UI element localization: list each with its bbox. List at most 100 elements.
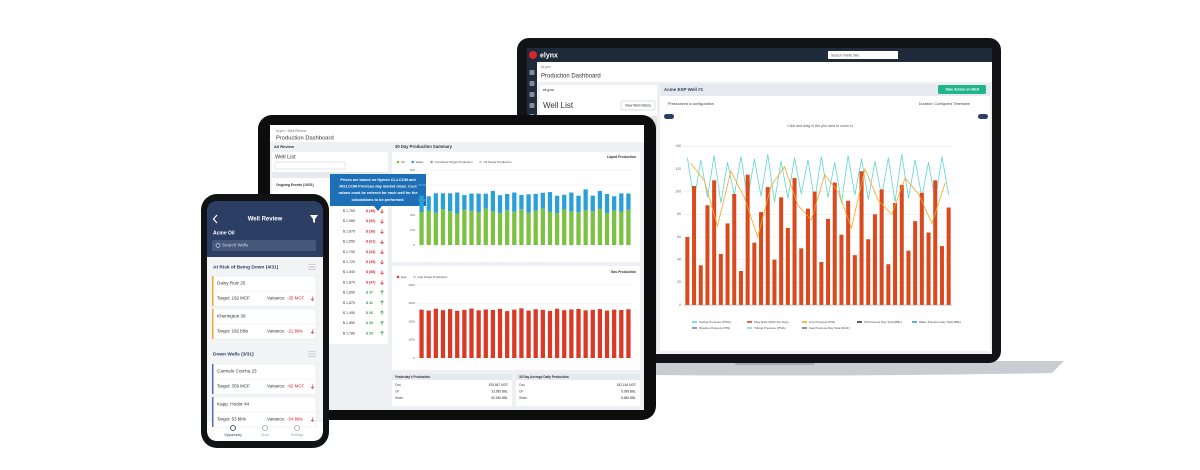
- bar: [497, 195, 503, 213]
- bar: [455, 192, 460, 214]
- legend-label: Oil: [401, 160, 405, 164]
- bar: [433, 308, 438, 358]
- bar: [526, 310, 531, 358]
- bar: [426, 196, 431, 211]
- flow-bar: [698, 265, 703, 305]
- bar: [447, 309, 453, 358]
- price-change: $ (39): [366, 260, 376, 264]
- flow-bar: [893, 203, 898, 305]
- table-title: 30 Day Average Daily Production: [519, 375, 569, 379]
- y-tick-label: 3000: [408, 301, 415, 305]
- bar: [533, 210, 538, 245]
- flow-bar: [805, 208, 810, 305]
- variance-arrow: [310, 296, 315, 301]
- card-accent: [212, 276, 214, 306]
- tab-label: Settings: [291, 433, 304, 437]
- tablet-search[interactable]: [274, 161, 346, 170]
- flow-bar: [819, 261, 824, 305]
- bar: [540, 208, 545, 245]
- tab-label: Scan: [261, 433, 269, 437]
- tab-icon[interactable]: [294, 425, 300, 431]
- breadcrumb: eLynx / Well Review: [276, 129, 307, 133]
- bar: [619, 193, 624, 212]
- tooltip-line: NG1.COM Previous day market close. Cost: [339, 185, 417, 189]
- trend-arrow: [380, 330, 384, 336]
- action-button[interactable]: [938, 85, 986, 94]
- y-tick-label: 1000: [408, 338, 415, 342]
- flow-bar: [946, 207, 951, 305]
- search-box[interactable]: [828, 51, 898, 59]
- bar: [583, 189, 588, 211]
- flow-bar: [852, 255, 857, 305]
- table-cell: 9,088 BBL: [621, 389, 636, 393]
- list-header: Ongoing Events (10/31): [276, 183, 314, 187]
- table-cell: 182,164 MCF: [617, 383, 636, 387]
- history-button[interactable]: [620, 100, 656, 111]
- variance-label: Variance:: [267, 384, 285, 389]
- flow-bar: [919, 192, 924, 305]
- price-change: $ (36): [366, 229, 376, 233]
- flow-bar: [872, 214, 877, 305]
- y-tick-label: 100: [410, 228, 415, 232]
- phone-search[interactable]: [212, 240, 316, 251]
- bar: [519, 209, 524, 245]
- price: $ 1,870: [343, 229, 355, 233]
- price: $ 1,720: [343, 260, 355, 264]
- bar: [597, 191, 603, 209]
- bar: [626, 209, 631, 245]
- section-label: All Review: [274, 144, 295, 149]
- tablet-title-bar: [270, 125, 644, 142]
- variance-value: -35 MCF: [287, 296, 304, 301]
- well-target: Target: 53 bbls: [217, 417, 247, 422]
- trend-arrow: [380, 260, 384, 265]
- tab-icon[interactable]: [262, 425, 268, 431]
- bar: [469, 193, 474, 211]
- summary-title: 30 Day Production Summary: [395, 144, 453, 149]
- flow-bar: [812, 191, 817, 305]
- bar: [604, 213, 610, 245]
- flow-bar: [785, 227, 790, 305]
- variance-label: Variance:: [267, 329, 285, 334]
- flow-bar: [859, 171, 864, 305]
- price: $ 1,540: [343, 270, 355, 274]
- series-line: [687, 154, 950, 204]
- well-name: Acme ESP Well #1: [664, 87, 704, 92]
- bar: [483, 309, 488, 358]
- trend-arrow: [380, 290, 384, 295]
- tab-icon[interactable]: [230, 425, 236, 431]
- bar: [490, 211, 496, 245]
- legend-dot: [411, 160, 414, 164]
- bar: [512, 211, 517, 245]
- flow-bar: [926, 232, 931, 305]
- bar: [469, 210, 474, 245]
- brand: elynx: [540, 52, 558, 59]
- well-list-title: Well List: [275, 154, 296, 160]
- toggle[interactable]: [664, 114, 674, 119]
- trend-arrow: [380, 209, 384, 214]
- toggle[interactable]: [978, 114, 988, 119]
- y-tick-label: 0: [413, 243, 415, 247]
- legend-dot: [413, 275, 416, 279]
- phone: Well Review Acme Oil Search Wells At Risk o…: [201, 194, 329, 448]
- trend-arrow: [380, 249, 384, 255]
- bar: [554, 195, 560, 214]
- legend-swatch: [857, 321, 862, 323]
- flow-bar: [886, 264, 891, 305]
- bar: [455, 213, 460, 245]
- price: $ 1,870: [343, 301, 355, 305]
- flow-bar: [732, 193, 737, 305]
- bar: [505, 194, 510, 211]
- flow-bar: [792, 178, 797, 305]
- flow-bar: [685, 237, 690, 305]
- well-list-title: Well List: [543, 101, 574, 110]
- flow-bar: [839, 234, 844, 305]
- table-cell: Gas: [519, 383, 525, 387]
- price-change: $ (44): [366, 250, 376, 254]
- chart-title: Gas Production: [611, 270, 636, 274]
- bar: [604, 310, 610, 358]
- card-accent: [212, 364, 214, 394]
- legend-label: Pipeline Pressure (PSI): [699, 326, 730, 330]
- legend-swatch: [692, 321, 697, 323]
